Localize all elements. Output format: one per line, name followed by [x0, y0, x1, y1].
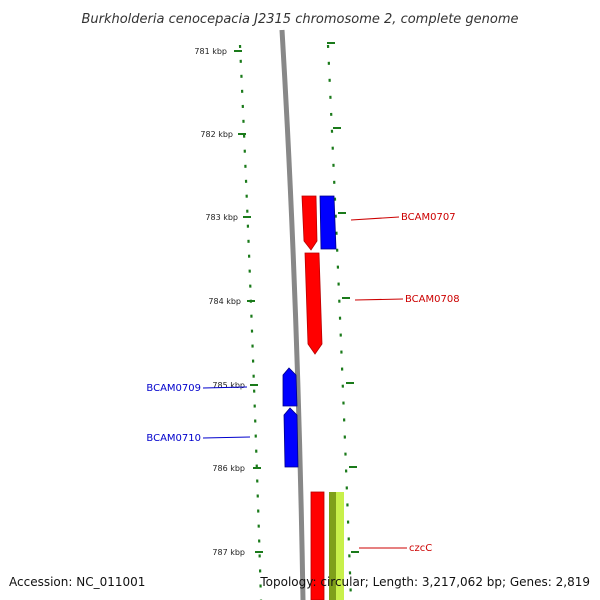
- label-bcam0710[interactable]: BCAM0710: [146, 433, 201, 444]
- gene-bcam0707[interactable]: [301, 195, 318, 251]
- outer-tick-track: [238, 44, 263, 600]
- gene-bcam0709[interactable]: [282, 367, 298, 407]
- gene-czcc[interactable]: [310, 491, 325, 600]
- accession-text: Accession: NC_011001: [9, 575, 145, 589]
- leader-bcam0707: [350, 216, 400, 221]
- feature-lime[interactable]: [336, 492, 344, 600]
- label-czcc[interactable]: czcC: [409, 543, 432, 554]
- axis-labels: 781 kbp 782 kbp 783 kbp 784 kbp 785 kbp …: [194, 47, 245, 557]
- axis-label: 781 kbp: [194, 47, 227, 56]
- genome-summary-text: Topology: circular; Length: 3,217,062 bp…: [259, 575, 590, 589]
- map-title: Burkholderia cenocepacia J2315 chromosom…: [81, 12, 518, 27]
- axis-label: 784 kbp: [208, 297, 241, 306]
- label-bcam0708[interactable]: BCAM0708: [405, 294, 460, 305]
- genome-backbone: [279, 29, 306, 600]
- axis-label: 785 kbp: [212, 381, 245, 390]
- inner-major-ticks: [327, 42, 359, 553]
- leader-bcam0709: [202, 386, 248, 389]
- axis-label: 782 kbp: [200, 130, 233, 139]
- gene-bcam0710[interactable]: [283, 407, 299, 468]
- axis-label: 786 kbp: [212, 464, 245, 473]
- feature-olive[interactable]: [329, 492, 336, 600]
- gene-bcam0708[interactable]: [304, 252, 323, 355]
- gene-reverse-783[interactable]: [319, 195, 337, 250]
- leader-bcam0708: [354, 298, 404, 301]
- label-bcam0707[interactable]: BCAM0707: [401, 212, 456, 223]
- axis-label: 783 kbp: [205, 213, 238, 222]
- leader-bcam0710: [202, 436, 251, 439]
- leader-lines: [202, 216, 407, 549]
- axis-label: 787 kbp: [212, 548, 245, 557]
- label-bcam0709[interactable]: BCAM0709: [146, 383, 201, 394]
- major-ticks: [234, 50, 263, 553]
